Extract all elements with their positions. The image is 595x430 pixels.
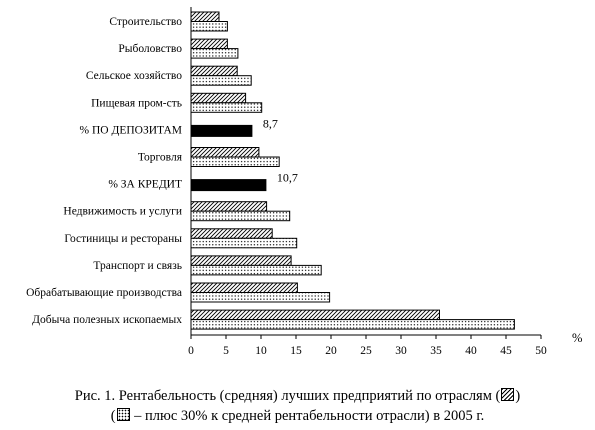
figure-caption-line-2: ( – плюс 30% к средней рентабельности от… (0, 406, 595, 426)
hatched-square-icon (501, 388, 515, 401)
x-axis: 0 5 10 15 20 25 30 35 40 45 50% (188, 7, 582, 357)
x-axis-unit-label: % (572, 331, 582, 345)
bars-group (190, 11, 515, 330)
bar-hatched-гостиницы-и-рестораны (190, 228, 273, 239)
bar-dotted-обрабатывающие-производства (190, 292, 331, 303)
category-label-добыча-полезных-ископаемых: Добыча полезных ископаемых (32, 314, 182, 326)
category-label-рыболовство: Рыболовство (118, 43, 182, 55)
bar-solid-по-депозитам (190, 124, 253, 137)
category-label-за-кредит: % ЗА КРЕДИТ (108, 179, 182, 191)
bar-dotted-торговля (190, 156, 280, 167)
x-tick-label-0: 0 (188, 345, 194, 357)
caption-text-2a: ( (110, 408, 116, 424)
caption-text-1b: ) (515, 388, 521, 404)
category-label-гостиницы-и-рестораны: Гостиницы и рестораны (64, 233, 182, 245)
data-label-по-депозитам: 8,7 (263, 116, 278, 130)
x-tick-label-40: 40 (465, 345, 477, 357)
bar-solid-за-кредит (190, 179, 267, 192)
data-label-за-кредит: 10,7 (277, 171, 298, 185)
bar-dotted-сельское-хозяйство (190, 75, 252, 86)
bar-dotted-гостиницы-и-рестораны (190, 237, 298, 249)
bar-dotted-добыча-полезных-ископаемых (190, 319, 515, 330)
category-label-пищевая-пром-сть: Пищевая пром-сть (91, 97, 182, 109)
category-label-по-депозитам: % ПО ДЕПОЗИТАМ (80, 124, 182, 136)
x-tick-label-10: 10 (255, 345, 267, 357)
bar-hatched-недвижимость-и-услуги (190, 201, 268, 212)
x-tick-label-30: 30 (395, 345, 407, 357)
bar-hatched-добыча-полезных-ископаемых (190, 309, 440, 321)
data-labels: 8,7 10,7 (263, 116, 298, 184)
x-tick-label-25: 25 (360, 345, 372, 357)
caption-text-1a: Рис. 1. Рентабельность (средняя) лучших … (74, 388, 501, 404)
bar-chart: Строительство Рыболовство Сельское хозяйст… (26, 7, 582, 357)
bar-hatched-сельское-хозяйство (190, 65, 238, 77)
bar-hatched-торговля (190, 147, 260, 158)
bar-dotted-рыболовство (190, 48, 239, 59)
bar-hatched-пищевая-пром-сть (190, 92, 247, 104)
x-tick-label-45: 45 (500, 345, 512, 357)
category-label-сельское-хозяйство: Сельское хозяйство (86, 70, 182, 82)
x-tick-label-15: 15 (290, 345, 302, 357)
bar-hatched-обрабатывающие-производства (190, 282, 298, 293)
caption-text-2b: – плюс 30% к средней рентабельности отра… (130, 408, 485, 424)
bar-dotted-недвижимость-и-услуги (190, 210, 291, 222)
bar-hatched-транспорт-и-связь (190, 255, 292, 266)
bar-dotted-пищевая-пром-сть (190, 102, 263, 113)
bar-dotted-транспорт-и-связь (190, 264, 322, 276)
category-label-торговля: Торговля (138, 152, 183, 164)
bar-hatched-строительство (190, 11, 220, 22)
category-labels: Строительство Рыболовство Сельское хозяйст… (26, 16, 183, 326)
x-tick-label-35: 35 (430, 345, 442, 357)
category-label-обрабатывающие-производства: Обрабатывающие производства (26, 287, 182, 299)
x-tick-label-20: 20 (325, 345, 337, 357)
bar-hatched-рыболовство (190, 38, 228, 50)
category-label-строительство: Строительство (109, 16, 182, 28)
dotted-square-icon (116, 408, 130, 421)
x-tick-label-50: 50 (535, 345, 547, 357)
category-label-транспорт-и-связь: Транспорт и связь (93, 260, 182, 272)
category-label-недвижимость-и-услуги: Недвижимость и услуги (63, 206, 182, 218)
x-tick-label-5: 5 (223, 345, 229, 357)
bar-dotted-строительство (190, 21, 228, 32)
figure-caption-line-1: Рис. 1. Рентабельность (средняя) лучших … (0, 386, 595, 406)
